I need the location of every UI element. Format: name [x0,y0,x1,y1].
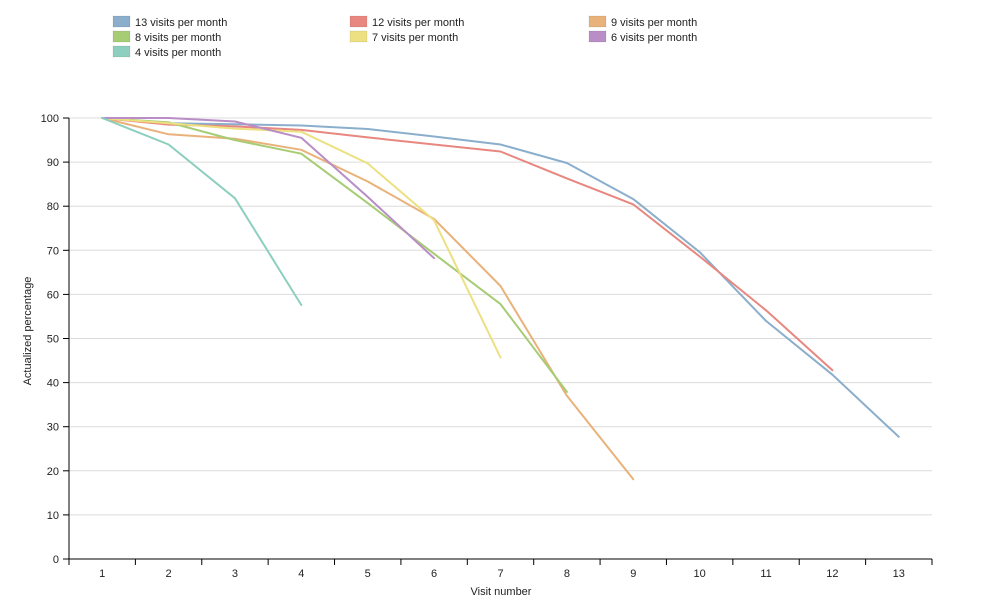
legend-item: 9 visits per month [588,15,697,29]
x-tick-label: 6 [431,568,437,580]
legend-item: 8 visits per month [112,30,221,44]
x-tick-label: 12 [826,568,838,580]
legend-swatch [112,15,131,28]
series-line-12-visits-per-month [101,117,834,372]
y-tick-label: 100 [41,113,59,125]
gridlines [69,117,932,516]
legend-swatch [112,30,131,43]
y-tick-label: 80 [47,201,59,213]
legend-swatch [349,30,368,43]
y-tick-label: 30 [47,422,59,434]
series-lines [101,117,900,481]
legend: 13 visits per month 12 visits per month 9 … [112,15,697,59]
x-tick-label: 9 [630,568,636,580]
series-line-9-visits-per-month [101,117,635,481]
x-tick-label: 2 [166,568,172,580]
legend-item: 12 visits per month [349,15,464,29]
series-line-6-visits-per-month [101,117,436,260]
series-line-7-visits-per-month [101,117,502,359]
x-tick-label: 1 [99,568,105,580]
legend-swatch [349,15,368,28]
y-axis-title: Actualized percentage [22,277,34,386]
x-axis-title: Visit number [471,586,532,598]
x-tick-label: 11 [760,568,771,580]
y-tick-label: 20 [47,466,59,478]
legend-label: 8 visits per month [135,32,221,44]
legend-label: 6 visits per month [611,32,697,44]
legend-label: 4 visits per month [135,47,221,59]
x-tick-label: 8 [564,568,570,580]
y-tick-label: 60 [47,289,59,301]
series-line-4-visits-per-month [101,117,303,306]
y-tick-label: 70 [47,245,59,257]
legend-swatch [588,15,607,28]
y-tick-label: 90 [47,157,59,169]
y-tick-label: 10 [47,510,59,522]
y-tick-label: 50 [47,334,59,346]
legend-item: 4 visits per month [112,45,221,59]
legend-label: 13 visits per month [135,17,227,29]
series-line-13-visits-per-month [101,117,900,438]
legend-label: 9 visits per month [611,17,697,29]
legend-swatch [112,45,131,58]
x-tick-label: 7 [497,568,503,580]
y-tick-label: 40 [47,378,59,390]
x-tick-label: 10 [694,568,706,580]
x-tick-label: 3 [232,568,238,580]
x-tick-label: 4 [298,568,304,580]
legend-item: 6 visits per month [588,30,697,44]
y-tick-label: 0 [53,554,59,566]
series-line-8-visits-per-month [101,117,568,393]
legend-label: 7 visits per month [372,32,458,44]
legend-swatch [588,30,607,43]
legend-label: 12 visits per month [372,17,464,29]
x-tick-label: 5 [365,568,371,580]
legend-item: 13 visits per month [112,15,227,29]
x-tick-label: 13 [893,568,905,580]
legend-item: 7 visits per month [349,30,458,44]
